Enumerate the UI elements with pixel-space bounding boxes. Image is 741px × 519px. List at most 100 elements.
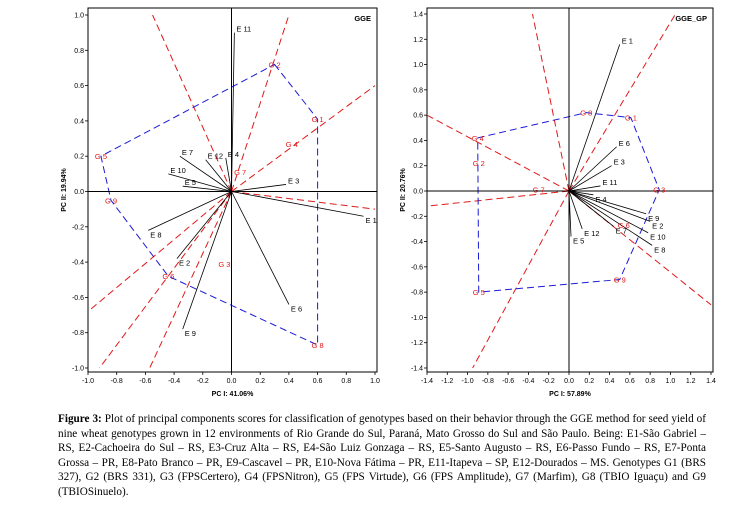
biplot-left: E 1 E 2 E 3 E 4 E 5 E 6 E 7 E 8 E 9 E 10 E 11 E 12 G… [61, 7, 380, 398]
environment-label: E 12 [208, 152, 223, 161]
panel-title: GGE [354, 14, 371, 23]
x-tick-label: 0.2 [584, 378, 594, 385]
x-tick-label: -1.4 [421, 378, 433, 385]
environment-label: E 6 [619, 139, 630, 148]
x-tick-label: 1.0 [666, 378, 676, 385]
environment-vector [231, 191, 364, 217]
sector-line [231, 191, 376, 210]
genotype-label: G 2 [473, 159, 485, 168]
y-tick-label: -0.2 [72, 224, 84, 231]
environment-label: E 3 [614, 158, 625, 167]
y-tick-label: -0.4 [72, 260, 84, 267]
environment-vector [568, 190, 651, 222]
environment-label: E 6 [291, 304, 302, 313]
environment-vector [568, 190, 653, 246]
y-tick-label: -1.0 [72, 366, 84, 373]
x-tick-label: -0.8 [111, 378, 123, 385]
environment-vector [568, 190, 583, 230]
environment-vector [148, 191, 232, 231]
environment-label: E 11 [602, 178, 617, 187]
x-tick-label: -0.2 [543, 378, 555, 385]
y-tick-label: 0.8 [74, 48, 84, 55]
x-tick-label: 0.0 [227, 378, 237, 385]
genotype-label: G 4 [472, 134, 484, 143]
x-tick-label: 0.4 [284, 378, 294, 385]
y-axis-title: PC II: 20.76% [400, 167, 407, 211]
figure-plots: E 1 E 2 E 3 E 4 E 5 E 6 E 7 E 8 E 9 E 10 E 11 E 12 G… [61, 7, 716, 398]
x-tick-label: 0.6 [313, 378, 323, 385]
y-tick-label: 0.4 [74, 118, 84, 125]
environment-label: E 2 [179, 259, 190, 268]
sector-line [426, 114, 570, 192]
environment-label: E 7 [182, 148, 193, 157]
environment-label: E 10 [650, 233, 665, 242]
environment-label: E 1 [366, 216, 377, 225]
x-tick-label: 0.2 [255, 378, 265, 385]
environment-vector [231, 32, 235, 192]
y-tick-label: -1.0 [411, 315, 423, 322]
x-tick-label: -1.0 [462, 378, 474, 385]
genotype-label: G 3 [218, 260, 230, 269]
y-tick-label: 0.6 [413, 113, 423, 120]
y-tick-label: -1.4 [411, 366, 423, 373]
genotype-label: G 8 [312, 341, 324, 350]
genotype-label: G 7 [533, 186, 545, 195]
environment-vector [568, 185, 601, 192]
environment-vector [568, 190, 614, 227]
environment-vector [176, 191, 232, 259]
y-tick-label: 1.0 [74, 13, 84, 20]
sector-line [568, 13, 676, 192]
environment-label: E 5 [573, 237, 584, 246]
y-tick-label: 0.6 [74, 83, 84, 90]
panel-title: GGE_GP [675, 14, 707, 23]
x-tick-label: 0.0 [564, 378, 574, 385]
y-tick-label: 0.2 [413, 163, 423, 170]
x-tick-label: 0.4 [605, 378, 615, 385]
x-tick-label: -0.6 [502, 378, 514, 385]
environment-vector [205, 159, 232, 192]
environment-label: E 5 [185, 178, 196, 187]
x-tick-label: 0.8 [645, 378, 655, 385]
environment-label: E 1 [622, 36, 633, 45]
y-tick-label: 0.4 [413, 138, 423, 145]
x-tick-label: -0.4 [522, 378, 534, 385]
environment-vector [568, 190, 572, 237]
environment-vector [168, 173, 232, 192]
genotype-label: G 3 [653, 186, 665, 195]
environment-label: E 10 [170, 166, 185, 175]
genotype-label: G 2 [269, 60, 281, 69]
y-tick-label: -0.8 [72, 330, 84, 337]
x-tick-label: -1.2 [441, 378, 453, 385]
environment-vector [568, 190, 647, 215]
environment-label: E 8 [654, 245, 665, 254]
sector-line [87, 191, 232, 312]
genotype-label: G 9 [105, 196, 117, 205]
caption-text: Plot of principal components scores for … [58, 413, 707, 498]
x-tick-label: 1.0 [370, 378, 380, 385]
environment-vector [179, 155, 232, 192]
sector-line [152, 14, 232, 192]
y-tick-label: -0.6 [411, 264, 423, 271]
plot-frame [87, 7, 378, 373]
x-tick-label: -0.4 [168, 378, 180, 385]
polygon-hull [100, 63, 319, 346]
sector-line [472, 190, 570, 369]
environment-vector [231, 184, 287, 192]
sector-line [231, 14, 290, 192]
genotype-label: G 7 [234, 168, 246, 177]
y-tick-label: -0.8 [411, 290, 423, 297]
sector-line [231, 85, 376, 192]
biplot-right: E 1 E 2 E 3 E 4 E 5 E 6 E 7 E 8 E 9 E 10 E 11 E 12 G… [400, 7, 716, 398]
y-tick-label: -0.6 [72, 295, 84, 302]
sector-line [426, 190, 570, 207]
sector-line [568, 190, 712, 306]
environment-label: E 8 [150, 230, 161, 239]
environment-vector [568, 190, 649, 234]
caption-label: Figure 3: [58, 413, 102, 425]
x-tick-label: 0.6 [625, 378, 635, 385]
environment-label: E 4 [228, 150, 239, 159]
environment-label: E 4 [595, 195, 606, 204]
environment-label: E 9 [648, 214, 659, 223]
y-tick-label: 0.8 [413, 87, 423, 94]
y-tick-label: 1.4 [413, 12, 423, 19]
